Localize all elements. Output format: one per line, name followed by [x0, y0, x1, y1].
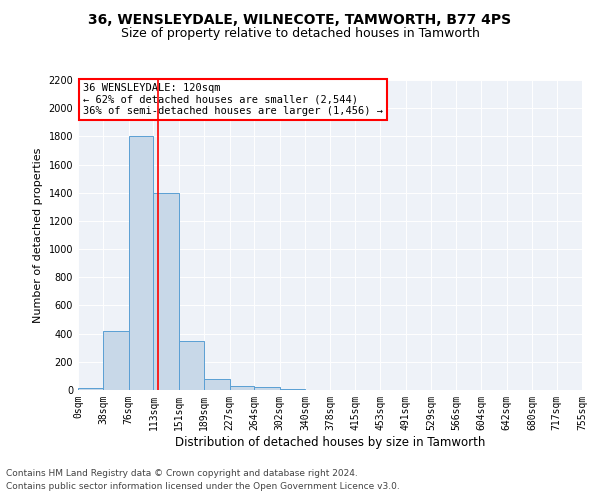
Bar [254, 387, 280, 390]
Text: Contains HM Land Registry data © Crown copyright and database right 2024.: Contains HM Land Registry data © Crown c… [6, 468, 358, 477]
Bar [154, 192, 179, 390]
Bar [129, 136, 154, 390]
Bar [78, 388, 103, 390]
Bar [230, 386, 254, 390]
Bar [179, 340, 204, 390]
Text: 36, WENSLEYDALE, WILNECOTE, TAMWORTH, B77 4PS: 36, WENSLEYDALE, WILNECOTE, TAMWORTH, B7… [88, 12, 512, 26]
Text: Size of property relative to detached houses in Tamworth: Size of property relative to detached ho… [121, 28, 479, 40]
X-axis label: Distribution of detached houses by size in Tamworth: Distribution of detached houses by size … [175, 436, 485, 448]
Text: Contains public sector information licensed under the Open Government Licence v3: Contains public sector information licen… [6, 482, 400, 491]
Text: 36 WENSLEYDALE: 120sqm
← 62% of detached houses are smaller (2,544)
36% of semi-: 36 WENSLEYDALE: 120sqm ← 62% of detached… [83, 83, 383, 116]
Bar [103, 331, 129, 390]
Y-axis label: Number of detached properties: Number of detached properties [33, 148, 43, 322]
Bar [204, 378, 230, 390]
